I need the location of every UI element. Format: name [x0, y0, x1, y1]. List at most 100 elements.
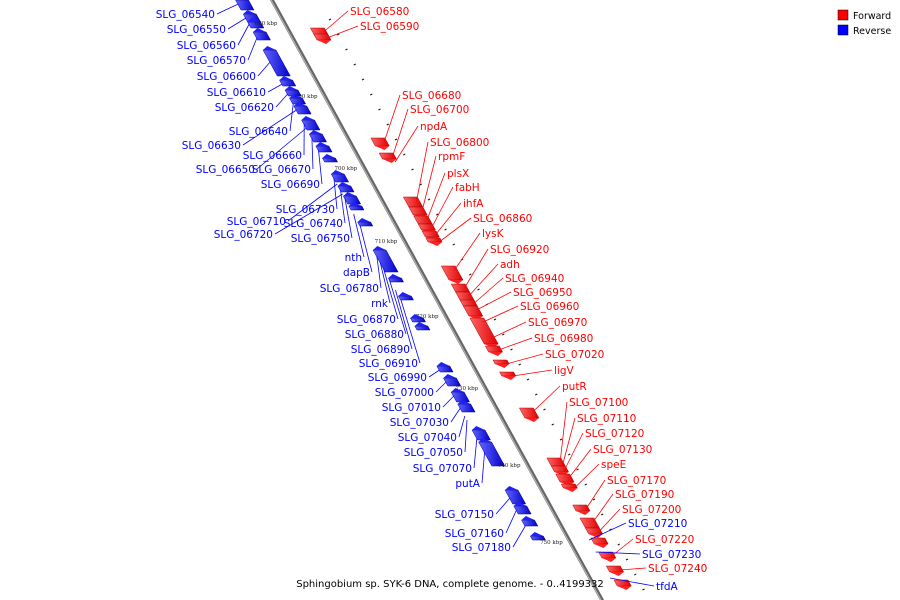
reverse-gene-6[interactable]	[284, 86, 302, 97]
forward-gene-29[interactable]	[605, 565, 625, 576]
label-reverse-27[interactable]: SLG_07000	[375, 381, 447, 399]
label-reverse-22[interactable]: SLG_06870	[337, 267, 399, 326]
forward-gene-21[interactable]	[550, 465, 570, 476]
reverse-gene-12[interactable]	[321, 154, 339, 163]
reverse-gene-14[interactable]	[337, 182, 355, 193]
forward-gene-18[interactable]	[499, 371, 517, 380]
reverse-gene-19[interactable]	[387, 274, 405, 283]
reverse-gene-22[interactable]	[414, 322, 431, 331]
label-forward-28[interactable]: SLG_07190	[592, 489, 674, 523]
label-forward-0[interactable]: SLG_06580	[323, 6, 410, 33]
forward-gene-26[interactable]	[584, 527, 604, 538]
label-reverse-24[interactable]: SLG_06890	[351, 289, 413, 356]
reverse-gene-4[interactable]	[262, 46, 291, 77]
label-reverse-1[interactable]: SLG_06550	[167, 17, 247, 36]
forward-gene-9[interactable]	[425, 237, 443, 246]
label-reverse-5[interactable]: SLG_06610	[207, 83, 283, 99]
reverse-gene-24[interactable]	[442, 374, 462, 387]
forward-gene-2[interactable]	[370, 137, 390, 150]
label-reverse-35[interactable]: SLG_07160	[445, 509, 517, 540]
label-reverse-12[interactable]: SLG_06690	[261, 149, 323, 191]
label-reverse-3[interactable]: SLG_06570	[187, 37, 258, 67]
forward-gene-3[interactable]	[378, 152, 397, 163]
label-forward-15[interactable]: SLG_06950	[476, 287, 573, 311]
label-reverse-11[interactable]: SLG_06670	[252, 137, 314, 176]
label-forward-6[interactable]: rpmF	[421, 151, 465, 212]
label-forward-13[interactable]: adh	[468, 259, 520, 297]
label-reverse-28[interactable]: SLG_07010	[382, 395, 455, 414]
reverse-gene-16[interactable]	[348, 202, 365, 211]
label-forward-2[interactable]: SLG_06680	[383, 90, 461, 143]
label-forward-7[interactable]: plsX	[426, 168, 469, 221]
label-reverse-23[interactable]: SLG_06880	[345, 277, 407, 341]
label-forward-9[interactable]: ihfA	[434, 198, 484, 236]
forward-gene-28[interactable]	[598, 551, 617, 562]
label-reverse-30[interactable]: SLG_07040	[398, 415, 466, 444]
label-forward-27[interactable]: SLG_07170	[585, 475, 666, 510]
label-forward-19[interactable]: SLG_07020	[506, 349, 604, 365]
forward-gene-27[interactable]	[590, 537, 609, 548]
reverse-gene-20[interactable]	[397, 292, 414, 301]
label-reverse-right-2[interactable]: tfdA	[609, 577, 679, 593]
reverse-gene-17[interactable]	[357, 218, 374, 227]
label-forward-3[interactable]: SLG_06700	[391, 104, 469, 158]
reverse-gene-30[interactable]	[513, 502, 532, 515]
label-forward-4[interactable]: npdA	[394, 121, 448, 163]
forward-gene-15[interactable]	[469, 317, 499, 348]
label-forward-24[interactable]: SLG_07120	[564, 428, 645, 471]
forward-gene-23[interactable]	[560, 483, 578, 492]
label-forward-26[interactable]: speE	[574, 459, 626, 489]
label-forward-14[interactable]: SLG_06940	[472, 273, 564, 305]
label-forward-12[interactable]: SLG_06920	[464, 244, 549, 289]
label-reverse-0[interactable]: SLG_06540	[156, 3, 239, 21]
label-reverse-4[interactable]: SLG_06600	[197, 61, 271, 83]
label-reverse-33[interactable]: putA	[455, 451, 485, 490]
label-reverse-6[interactable]: SLG_06620	[215, 93, 288, 114]
label-reverse-2[interactable]: SLG_06560	[177, 23, 250, 52]
label-reverse-10[interactable]: SLG_06650	[196, 127, 307, 176]
label-forward-20[interactable]: ligV	[512, 365, 575, 377]
label-forward-11[interactable]: lysK	[454, 228, 505, 271]
label-forward-25[interactable]: SLG_07130	[568, 444, 652, 479]
label-reverse-25[interactable]: SLG_06910	[359, 299, 421, 370]
reverse-gene-25[interactable]	[450, 388, 471, 403]
label-forward-1[interactable]: SLG_06590	[326, 21, 419, 39]
label-reverse-17[interactable]: SLG_06750	[291, 197, 353, 245]
reverse-gene-2[interactable]	[247, 18, 265, 29]
reverse-gene-7[interactable]	[288, 94, 307, 105]
label-reverse-right-0[interactable]: SLG_07210	[588, 518, 687, 541]
label-reverse-8[interactable]: SLG_06630	[182, 109, 297, 152]
label-reverse-26[interactable]: SLG_06990	[368, 369, 440, 384]
label-reverse-31[interactable]: SLG_07050	[404, 419, 468, 459]
reverse-gene-0[interactable]	[235, 0, 255, 11]
forward-gene-10[interactable]	[440, 265, 464, 284]
label-forward-10[interactable]: SLG_06860	[438, 213, 532, 243]
label-reverse-34[interactable]: SLG_07150	[435, 497, 511, 521]
reverse-gene-32[interactable]	[529, 532, 546, 541]
label-reverse-36[interactable]: SLG_07180	[452, 525, 526, 554]
reverse-gene-31[interactable]	[521, 516, 539, 527]
label-forward-16[interactable]: SLG_06960	[482, 301, 579, 323]
label-reverse-15[interactable]: SLG_06740	[284, 189, 346, 230]
label-forward-8[interactable]: fabH	[431, 182, 480, 229]
label-reverse-7[interactable]: SLG_06640	[229, 103, 294, 138]
forward-gene-19[interactable]	[518, 407, 540, 422]
label-forward-18[interactable]: SLG_06980	[498, 333, 594, 351]
reverse-gene-9[interactable]	[301, 116, 321, 131]
reverse-gene-29[interactable]	[504, 486, 527, 505]
label-reverse-20[interactable]: SLG_06780	[320, 255, 382, 295]
reverse-gene-5[interactable]	[279, 76, 297, 87]
label-forward-5[interactable]: SLG_06800	[416, 137, 490, 202]
label-reverse-29[interactable]: SLG_07030	[390, 407, 461, 429]
reverse-gene-3[interactable]	[252, 28, 271, 41]
label-reverse-18[interactable]: nth	[345, 213, 365, 264]
label-forward-31[interactable]: SLG_07240	[619, 563, 708, 575]
reverse-gene-28[interactable]	[478, 438, 506, 467]
label-forward-21[interactable]: putR	[532, 381, 587, 413]
forward-gene-24[interactable]	[572, 504, 591, 515]
reverse-gene-21[interactable]	[409, 314, 427, 323]
label-reverse-19[interactable]: dapB	[343, 225, 373, 279]
forward-gene-16[interactable]	[484, 345, 504, 356]
reverse-gene-27[interactable]	[471, 426, 491, 441]
reverse-gene-26[interactable]	[457, 400, 476, 413]
